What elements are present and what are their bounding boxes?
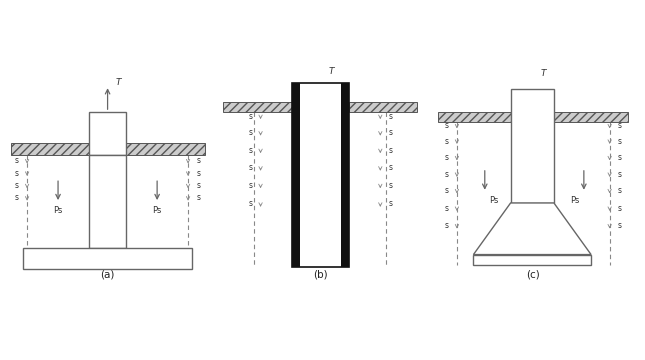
Text: s: s [618,170,622,179]
Text: s: s [618,204,622,213]
Text: s: s [196,181,201,190]
Text: (a): (a) [101,269,115,279]
Text: s: s [388,146,393,155]
Bar [292,83,300,267]
Text: s: s [15,168,19,177]
Bar [341,83,350,267]
Bar [292,83,350,267]
Text: s: s [388,181,393,190]
Bar [10,143,89,156]
Text: s: s [444,136,449,145]
Text: s: s [15,181,19,190]
Text: s: s [388,199,393,208]
Bar [126,143,204,156]
Text: s: s [618,136,622,145]
Text: s: s [15,193,19,202]
Bar [439,112,511,122]
Bar [554,112,628,122]
Text: Pc: Pc [103,222,112,231]
Bar [23,248,192,269]
Text: s: s [248,112,252,121]
Text: (b): (b) [313,269,328,279]
Bar [350,102,417,112]
Bar [511,89,554,203]
Text: Ps: Ps [489,196,499,205]
Text: s: s [618,153,622,162]
Text: Pc: Pc [537,188,546,197]
Text: s: s [15,156,19,165]
Text: s: s [388,163,393,172]
Text: (c): (c) [526,269,540,279]
Text: s: s [248,181,252,190]
Text: s: s [248,128,252,137]
Text: s: s [248,163,252,172]
Text: s: s [444,170,449,179]
Text: s: s [196,193,201,202]
Text: s: s [388,128,393,137]
Bar [89,156,126,248]
Bar [473,255,591,265]
Text: s: s [444,121,449,130]
Text: s: s [196,168,201,177]
Text: s: s [444,204,449,213]
Text: s: s [196,156,201,165]
Text: s: s [444,221,449,230]
Text: s: s [248,199,252,208]
Bar [89,112,126,156]
Text: s: s [444,153,449,162]
Text: Pc: Pc [315,231,325,240]
Text: s: s [618,221,622,230]
Text: s: s [618,186,622,195]
Text: Ps: Ps [152,206,162,215]
Text: T: T [329,67,334,76]
Text: s: s [618,121,622,130]
Bar [223,102,292,112]
Text: Ps: Ps [54,206,63,215]
Text: s: s [444,186,449,195]
Text: Ps: Ps [570,196,580,205]
Text: s: s [248,146,252,155]
Text: s: s [388,112,393,121]
Text: T: T [116,78,121,87]
Text: T: T [541,69,546,78]
Polygon shape [473,203,591,255]
